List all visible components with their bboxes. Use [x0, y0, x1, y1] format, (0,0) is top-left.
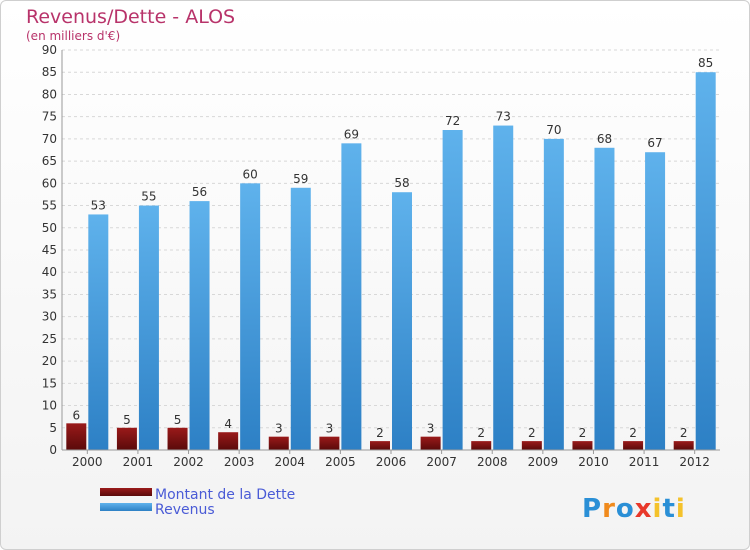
grid-lines — [62, 49, 720, 451]
value-label-revenue-2001: 55 — [141, 190, 156, 204]
y-tick-label: 55 — [42, 199, 57, 213]
x-tick-label-2001: 2001 — [123, 455, 154, 469]
x-tick-label-2003: 2003 — [224, 455, 255, 469]
value-label-debt-2008: 2 — [477, 426, 485, 440]
bar-debt-2003 — [218, 432, 239, 450]
bar-revenue-2009 — [543, 138, 564, 450]
bar-debt-2000 — [66, 423, 87, 450]
y-tick-label: 20 — [42, 354, 57, 368]
bar-revenue-2003 — [240, 183, 261, 451]
value-label-revenue-2010: 68 — [597, 132, 612, 146]
bar-revenue-2002 — [189, 201, 210, 450]
bar-debt-2009 — [521, 441, 542, 450]
bar-revenue-2011 — [645, 152, 666, 450]
legend: Montant de la Dette Revenus — [100, 487, 295, 518]
value-label-revenue-2002: 56 — [192, 185, 207, 199]
value-label-revenue-2009: 70 — [546, 123, 561, 137]
value-label-revenue-2005: 69 — [344, 127, 359, 141]
y-tick-label: 60 — [42, 176, 57, 190]
y-tick-label: 5 — [49, 421, 57, 435]
value-label-revenue-2007: 72 — [445, 114, 460, 128]
bar-revenue-2005 — [341, 143, 362, 451]
x-tick-label-2002: 2002 — [173, 455, 204, 469]
value-label-debt-2001: 5 — [123, 413, 131, 427]
bar-debt-2005 — [319, 436, 340, 450]
legend-label-debt: Montant de la Dette — [155, 487, 295, 503]
value-label-debt-2006: 2 — [376, 426, 384, 440]
bar-debt-2001 — [116, 427, 137, 450]
value-label-debt-2012: 2 — [680, 426, 688, 440]
bar-revenue-2010 — [594, 147, 615, 450]
value-label-debt-2011: 2 — [629, 426, 637, 440]
y-tick-label: 80 — [42, 87, 57, 101]
y-tick-label: 45 — [42, 243, 57, 257]
value-label-debt-2000: 6 — [72, 408, 80, 422]
x-tick-label-2008: 2008 — [477, 455, 508, 469]
y-tick-label: 0 — [49, 443, 57, 457]
legend-swatch-revenue — [100, 503, 152, 511]
legend-swatch-debt — [100, 488, 152, 496]
bar-revenue-2001 — [138, 205, 159, 450]
x-tick-label-2000: 2000 — [72, 455, 103, 469]
x-axis: 2000 2001 2002 2003 2004 2005 2006 2007 2008 2009… — [62, 449, 720, 469]
bar-revenue-2000 — [88, 214, 109, 450]
bar-revenue-2006 — [392, 192, 412, 450]
value-label-revenue-2003: 60 — [243, 167, 258, 181]
value-label-debt-2003: 4 — [224, 417, 232, 431]
bar-debt-2002 — [167, 427, 188, 450]
x-tick-label-2011: 2011 — [629, 455, 660, 469]
x-tick-label-2005: 2005 — [325, 455, 356, 469]
value-label-debt-2004: 3 — [275, 422, 283, 436]
bar-debt-2008 — [471, 441, 492, 450]
value-label-debt-2010: 2 — [579, 426, 587, 440]
chart-title: Revenus/Dette - ALOS — [26, 6, 235, 28]
x-tick-label-2012: 2012 — [679, 455, 710, 469]
value-label-debt-2009: 2 — [528, 426, 536, 440]
bar-debt-2004 — [268, 436, 289, 450]
bar-revenue-2004 — [290, 187, 311, 450]
x-tick-label-2009: 2009 — [528, 455, 559, 469]
value-label-revenue-2006: 58 — [394, 176, 409, 190]
bar-debt-2006 — [370, 441, 390, 450]
bar-debt-2007 — [420, 436, 441, 450]
value-label-debt-2002: 5 — [174, 413, 182, 427]
x-tick-label-2007: 2007 — [426, 455, 457, 469]
y-tick-label: 90 — [42, 43, 57, 57]
bar-revenue-2007 — [442, 130, 463, 450]
y-tick-label: 15 — [42, 376, 57, 390]
chart-subtitle: (en milliers d'€) — [26, 29, 120, 43]
bar-revenue-2012 — [695, 72, 716, 450]
y-tick-label: 35 — [42, 287, 57, 301]
value-label-revenue-2012: 85 — [698, 56, 713, 70]
bar-debt-2011 — [623, 441, 644, 450]
y-tick-label: 10 — [42, 399, 57, 413]
y-tick-label: 25 — [42, 332, 57, 346]
legend-label-revenue: Revenus — [155, 502, 215, 518]
value-label-revenue-2011: 67 — [647, 136, 662, 150]
bar-debt-2010 — [572, 441, 593, 450]
y-tick-label: 30 — [42, 310, 57, 324]
proxiti-logo: Proxiti — [582, 494, 686, 524]
y-tick-label: 75 — [42, 110, 57, 124]
value-label-revenue-2008: 73 — [496, 110, 511, 124]
bar-debt-2012 — [673, 441, 694, 450]
x-tick-label-2006: 2006 — [376, 455, 407, 469]
y-axis: 0 5 10 15 20 25 30 35 40 45 50 55 60 65 70 75 80 85 90 — [42, 43, 63, 457]
value-label-debt-2005: 3 — [326, 422, 334, 436]
value-label-revenue-2004: 59 — [293, 172, 308, 186]
bar-revenue-2008 — [493, 125, 514, 451]
y-tick-label: 85 — [42, 65, 57, 79]
y-tick-label: 40 — [42, 265, 57, 279]
value-label-revenue-2000: 53 — [91, 198, 106, 212]
value-label-debt-2007: 3 — [427, 422, 435, 436]
y-tick-label: 70 — [42, 132, 57, 146]
y-tick-label: 65 — [42, 154, 57, 168]
y-tick-label: 50 — [42, 221, 57, 235]
x-tick-label-2004: 2004 — [274, 455, 305, 469]
x-tick-label-2010: 2010 — [578, 455, 609, 469]
